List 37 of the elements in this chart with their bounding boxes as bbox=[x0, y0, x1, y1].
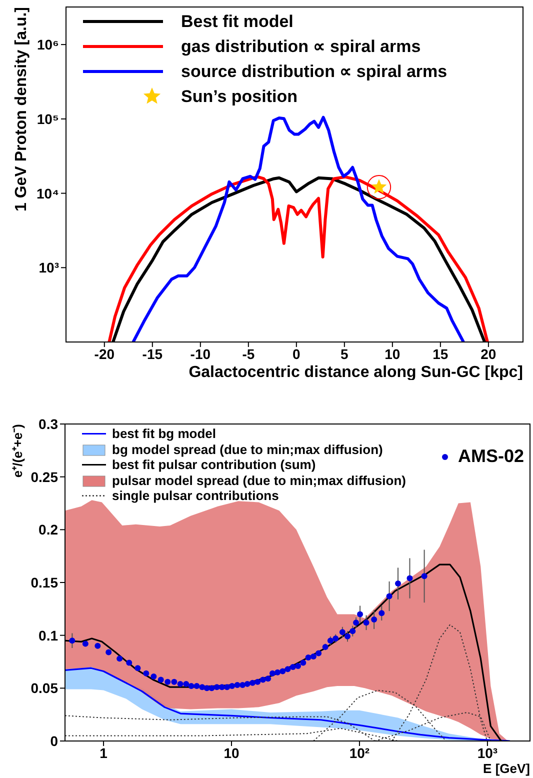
legend-label: best fit pulsar contribution (sum) bbox=[112, 457, 316, 472]
x-tick-label: -10 bbox=[190, 346, 211, 362]
legend-label: best fit bg model bbox=[112, 426, 216, 442]
legend-label: pulsar model spread (due to min;max diffusion) bbox=[112, 472, 406, 488]
x-tick-label: 15 bbox=[432, 346, 448, 362]
x-tick-label: 10 bbox=[224, 744, 240, 761]
y-axis-title: 1 GeV Proton density [a.u.] bbox=[13, 7, 30, 212]
y-tick-label: 10⁵ bbox=[36, 110, 59, 127]
legend-label: source distribution ∝ spiral arms bbox=[181, 61, 448, 82]
legend-label: bg model spread (due to min;max diffusion) bbox=[112, 442, 383, 457]
x-tick-label: -5 bbox=[242, 346, 255, 362]
x-axis-title: E [GeV] bbox=[483, 761, 530, 776]
y-axis-title: e⁺/(e⁺+e⁻) bbox=[10, 424, 25, 478]
y-tick-label: 0.3 bbox=[38, 416, 58, 432]
legend-label: gas distribution ∝ spiral arms bbox=[181, 36, 421, 57]
legend-label: single pulsar contributions bbox=[112, 488, 279, 504]
y-tick-label: 10³ bbox=[38, 260, 60, 276]
y-tick-label: 0 bbox=[50, 732, 58, 749]
x-tick-label: 1 bbox=[100, 744, 108, 761]
y-tick-label: 10⁶ bbox=[36, 36, 59, 53]
y-tick-label: 0.05 bbox=[30, 680, 58, 696]
y-tick-label: 0.1 bbox=[38, 627, 58, 644]
legend-label: Best fit model bbox=[181, 12, 294, 32]
x-tick-label: -20 bbox=[94, 346, 115, 362]
x-tick-label: 10² bbox=[349, 744, 370, 761]
x-tick-label: 5 bbox=[340, 346, 349, 362]
y-tick-label: 0.2 bbox=[38, 522, 58, 538]
x-tick-label: -15 bbox=[142, 346, 163, 362]
y-tick-label: 0.15 bbox=[30, 574, 58, 590]
x-tick-label: 10 bbox=[384, 346, 400, 362]
legend-label: Sun’s position bbox=[181, 86, 298, 106]
x-tick-label: 10³ bbox=[477, 744, 498, 761]
legend-label: AMS-02 bbox=[458, 446, 524, 467]
x-tick-label: 0 bbox=[292, 346, 301, 362]
y-tick-label: 0.25 bbox=[30, 468, 58, 485]
x-tick-label: 20 bbox=[480, 346, 496, 362]
y-tick-label: 10⁴ bbox=[36, 185, 60, 202]
